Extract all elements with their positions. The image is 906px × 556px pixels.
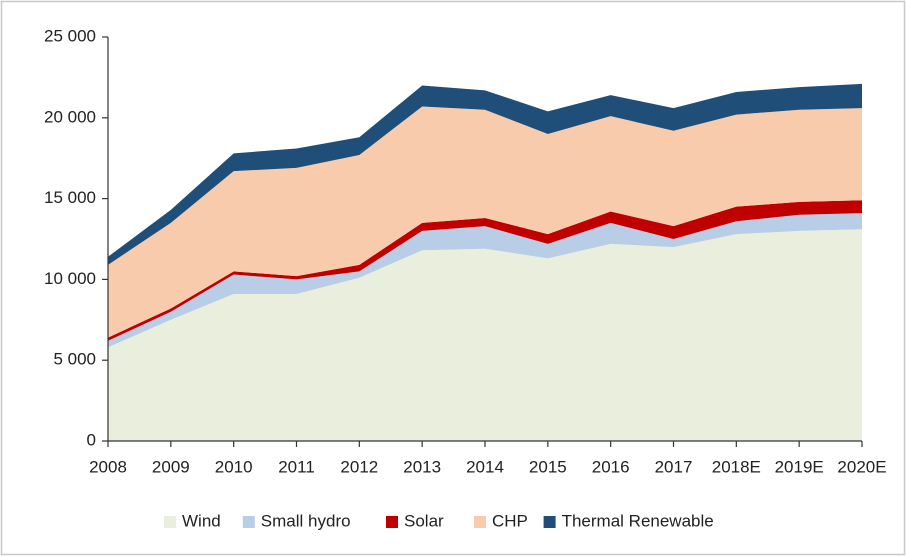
x-tick-label: 2017	[655, 457, 693, 476]
x-tick-label: 2010	[215, 457, 253, 476]
area-2	[108, 200, 862, 341]
legend-label: Solar	[404, 511, 444, 530]
y-tick-label: 25 000	[44, 26, 96, 45]
area-0	[108, 229, 862, 441]
x-tick-label: 2018E	[712, 457, 761, 476]
x-tick-label: 2012	[340, 457, 378, 476]
x-tick-label: 2019E	[775, 457, 824, 476]
x-tick-label: 2020E	[837, 457, 886, 476]
legend-swatch	[474, 516, 486, 528]
legend-label: Thermal Renewable	[562, 511, 714, 530]
area-3	[108, 106, 862, 338]
area-1	[108, 213, 862, 348]
legend-label: Small hydro	[261, 511, 351, 530]
x-tick-label: 2016	[592, 457, 630, 476]
x-tick-label: 2015	[529, 457, 567, 476]
legend-swatch	[164, 516, 176, 528]
x-tick-label: 2014	[466, 457, 504, 476]
y-tick-label: 5 000	[53, 350, 96, 369]
legend-label: CHP	[492, 511, 528, 530]
legend-swatch	[386, 516, 398, 528]
x-tick-label: 2009	[152, 457, 190, 476]
area-4	[108, 83, 862, 265]
legend-swatch	[543, 516, 556, 528]
y-tick-label: 10 000	[44, 269, 96, 288]
y-tick-label: 0	[87, 430, 96, 449]
x-tick-label: 2013	[403, 457, 441, 476]
y-tick-label: 20 000	[44, 107, 96, 126]
x-tick-label: 2008	[89, 457, 127, 476]
y-tick-label: 15 000	[44, 188, 96, 207]
legend-swatch	[242, 516, 255, 528]
legend-label: Wind	[182, 511, 221, 530]
x-tick-label: 2011	[278, 457, 315, 476]
